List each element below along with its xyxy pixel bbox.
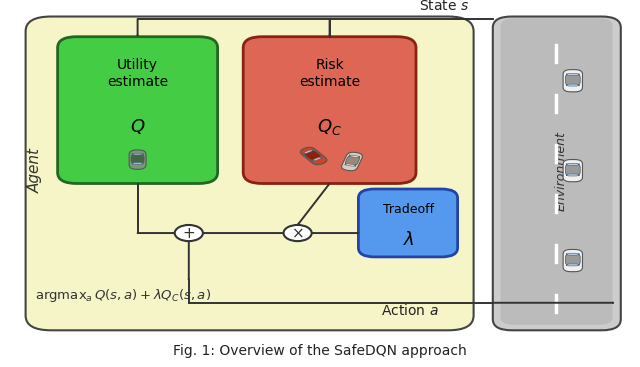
Text: $Q_C$: $Q_C$ xyxy=(317,117,342,137)
Circle shape xyxy=(175,225,203,241)
FancyBboxPatch shape xyxy=(566,73,579,75)
FancyBboxPatch shape xyxy=(26,17,474,330)
Text: Utility
estimate: Utility estimate xyxy=(107,58,168,88)
Text: Environment: Environment xyxy=(555,131,568,211)
Text: $Q$: $Q$ xyxy=(130,117,145,136)
Text: Fig. 1: Overview of the SafeDQN approach: Fig. 1: Overview of the SafeDQN approach xyxy=(173,344,467,358)
FancyBboxPatch shape xyxy=(129,150,146,169)
FancyBboxPatch shape xyxy=(566,174,579,176)
Text: $\times$: $\times$ xyxy=(291,226,304,240)
FancyBboxPatch shape xyxy=(565,254,580,265)
Text: $\lambda$: $\lambda$ xyxy=(403,231,414,250)
FancyBboxPatch shape xyxy=(132,153,143,155)
FancyBboxPatch shape xyxy=(566,163,579,165)
Text: Agent: Agent xyxy=(28,148,43,193)
FancyBboxPatch shape xyxy=(565,164,580,175)
Text: $\mathrm{argmax}_a\,Q(s,a)+\lambda Q_C(s,a)$: $\mathrm{argmax}_a\,Q(s,a)+\lambda Q_C(s… xyxy=(35,287,211,304)
Text: $+$: $+$ xyxy=(182,226,195,240)
FancyBboxPatch shape xyxy=(566,253,579,255)
FancyBboxPatch shape xyxy=(132,163,143,164)
FancyBboxPatch shape xyxy=(312,156,323,161)
FancyBboxPatch shape xyxy=(346,156,360,166)
Text: State $s$: State $s$ xyxy=(419,0,469,13)
Text: Tradeoff: Tradeoff xyxy=(383,203,434,216)
FancyBboxPatch shape xyxy=(566,84,579,86)
FancyBboxPatch shape xyxy=(493,17,621,330)
FancyBboxPatch shape xyxy=(305,150,321,160)
FancyBboxPatch shape xyxy=(566,264,579,266)
FancyBboxPatch shape xyxy=(243,37,416,184)
Circle shape xyxy=(284,225,312,241)
FancyBboxPatch shape xyxy=(349,155,360,158)
FancyBboxPatch shape xyxy=(345,163,356,167)
FancyBboxPatch shape xyxy=(563,250,582,272)
Text: Action $a$: Action $a$ xyxy=(381,303,438,317)
FancyBboxPatch shape xyxy=(565,74,580,85)
FancyBboxPatch shape xyxy=(563,160,582,182)
FancyBboxPatch shape xyxy=(563,70,582,92)
Text: Risk
estimate: Risk estimate xyxy=(299,58,360,88)
FancyBboxPatch shape xyxy=(303,149,314,154)
FancyBboxPatch shape xyxy=(358,189,458,257)
FancyBboxPatch shape xyxy=(131,154,144,164)
FancyBboxPatch shape xyxy=(58,37,218,184)
FancyBboxPatch shape xyxy=(342,152,362,171)
FancyBboxPatch shape xyxy=(300,147,327,165)
FancyBboxPatch shape xyxy=(500,18,612,325)
